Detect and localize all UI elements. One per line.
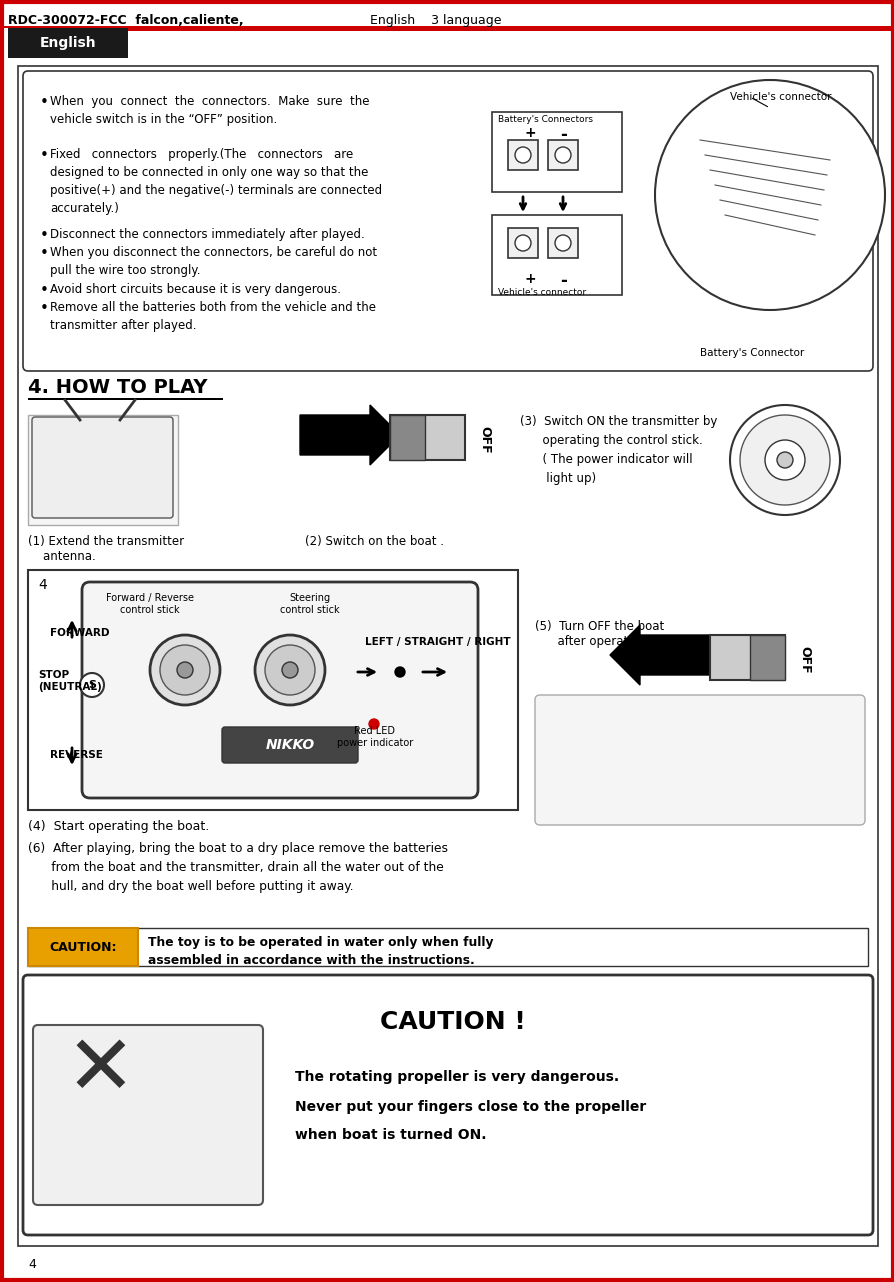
FancyBboxPatch shape xyxy=(23,71,872,370)
Text: Never put your fingers close to the propeller: Never put your fingers close to the prop… xyxy=(295,1100,645,1114)
Circle shape xyxy=(776,453,792,468)
Text: English: English xyxy=(39,36,97,50)
Circle shape xyxy=(255,635,325,705)
Text: (5)  Turn OFF the boat
      after operating.: (5) Turn OFF the boat after operating. xyxy=(535,620,663,647)
FancyBboxPatch shape xyxy=(535,695,864,826)
Circle shape xyxy=(739,415,829,505)
Bar xyxy=(128,28,890,31)
FancyBboxPatch shape xyxy=(33,1026,263,1205)
Circle shape xyxy=(394,667,405,677)
Text: 4. HOW TO PLAY: 4. HOW TO PLAY xyxy=(28,378,207,397)
Bar xyxy=(547,228,578,258)
Bar xyxy=(28,415,178,526)
Bar xyxy=(508,228,537,258)
Text: 4: 4 xyxy=(38,578,46,592)
Text: OFF: OFF xyxy=(797,646,810,674)
Text: CAUTION:: CAUTION: xyxy=(49,941,116,954)
Bar xyxy=(492,215,621,295)
Bar xyxy=(2,26,892,28)
Text: •: • xyxy=(40,147,49,163)
Bar xyxy=(547,140,578,171)
Bar xyxy=(709,635,784,679)
Text: Vehicle's connector: Vehicle's connector xyxy=(497,288,586,297)
Text: Battery's Connectors: Battery's Connectors xyxy=(497,115,593,124)
Text: -: - xyxy=(560,272,566,290)
Text: LEFT / STRAIGHT / RIGHT: LEFT / STRAIGHT / RIGHT xyxy=(365,637,510,647)
Circle shape xyxy=(730,405,839,515)
Circle shape xyxy=(554,147,570,163)
Text: •: • xyxy=(40,301,49,315)
Text: When you disconnect the connectors, be careful do not
pull the wire too strongly: When you disconnect the connectors, be c… xyxy=(50,246,376,277)
Text: Red LED
power indicator: Red LED power indicator xyxy=(336,726,413,747)
Bar xyxy=(508,140,537,171)
FancyBboxPatch shape xyxy=(32,417,173,518)
Bar xyxy=(28,397,223,400)
Text: Steering
control stick: Steering control stick xyxy=(280,594,340,614)
Text: (4)  Start operating the boat.: (4) Start operating the boat. xyxy=(28,820,209,833)
Circle shape xyxy=(150,635,220,705)
Text: Fixed   connectors   properly.(The   connectors   are
designed to be connected i: Fixed connectors properly.(The connector… xyxy=(50,147,382,215)
Bar xyxy=(390,415,465,460)
Text: CAUTION !: CAUTION ! xyxy=(380,1010,525,1035)
Text: when boat is turned ON.: when boat is turned ON. xyxy=(295,1128,486,1142)
Circle shape xyxy=(654,79,884,310)
Text: When  you  connect  the  connectors.  Make  sure  the
vehicle switch is in the “: When you connect the connectors. Make su… xyxy=(50,95,369,126)
Bar xyxy=(28,928,867,967)
Text: The toy is to be operated in water only when fully
assembled in accordance with : The toy is to be operated in water only … xyxy=(148,936,493,967)
Circle shape xyxy=(177,662,193,678)
Text: Avoid short circuits because it is very dangerous.: Avoid short circuits because it is very … xyxy=(50,283,341,296)
Circle shape xyxy=(368,719,378,729)
Circle shape xyxy=(265,645,315,695)
Text: 4: 4 xyxy=(28,1258,36,1270)
Text: English    3 language: English 3 language xyxy=(369,14,501,27)
Text: •: • xyxy=(40,95,49,110)
Bar xyxy=(28,928,138,967)
Circle shape xyxy=(80,673,104,697)
Text: (1) Extend the transmitter
    antenna.: (1) Extend the transmitter antenna. xyxy=(28,535,184,563)
Polygon shape xyxy=(299,405,400,465)
Text: +: + xyxy=(525,126,536,140)
Text: NIKKO: NIKKO xyxy=(266,738,314,753)
Bar xyxy=(8,28,128,58)
Text: •: • xyxy=(40,283,49,297)
Text: +: + xyxy=(525,272,536,286)
Text: ON: ON xyxy=(365,429,377,450)
FancyBboxPatch shape xyxy=(23,976,872,1235)
Bar xyxy=(492,112,621,192)
Circle shape xyxy=(160,645,210,695)
Polygon shape xyxy=(610,626,709,685)
Text: Battery's Connector: Battery's Connector xyxy=(699,347,804,358)
Text: -: - xyxy=(560,126,566,144)
Text: STOP
(NEUTRAL): STOP (NEUTRAL) xyxy=(38,670,102,691)
Bar xyxy=(390,415,425,460)
Circle shape xyxy=(514,235,530,251)
Text: REVERSE: REVERSE xyxy=(50,750,103,760)
Text: (2) Switch on the boat .: (2) Switch on the boat . xyxy=(305,535,443,547)
Text: (6)  After playing, bring the boat to a dry place remove the batteries
      fro: (6) After playing, bring the boat to a d… xyxy=(28,842,448,894)
Text: FORWARD: FORWARD xyxy=(50,628,109,638)
Text: RDC-300072-FCC  falcon,caliente,: RDC-300072-FCC falcon,caliente, xyxy=(8,14,243,27)
Text: ✕: ✕ xyxy=(65,1029,135,1111)
FancyBboxPatch shape xyxy=(82,582,477,797)
Text: S: S xyxy=(88,679,96,690)
Text: ON: ON xyxy=(684,650,697,670)
Bar xyxy=(749,635,784,679)
Circle shape xyxy=(554,235,570,251)
Text: Forward / Reverse
control stick: Forward / Reverse control stick xyxy=(105,594,194,614)
Text: The rotating propeller is very dangerous.: The rotating propeller is very dangerous… xyxy=(295,1070,619,1085)
Text: OFF: OFF xyxy=(477,426,491,454)
Text: •: • xyxy=(40,228,49,244)
Text: Remove all the batteries both from the vehicle and the
transmitter after played.: Remove all the batteries both from the v… xyxy=(50,301,375,332)
Text: (3)  Switch ON the transmitter by
      operating the control stick.
      ( The: (3) Switch ON the transmitter by operati… xyxy=(519,415,717,485)
Text: Vehicle's connector: Vehicle's connector xyxy=(730,92,831,103)
FancyBboxPatch shape xyxy=(222,727,358,763)
Text: Disconnect the connectors immediately after played.: Disconnect the connectors immediately af… xyxy=(50,228,365,241)
Circle shape xyxy=(514,147,530,163)
Text: •: • xyxy=(40,246,49,262)
Bar xyxy=(28,570,518,810)
Circle shape xyxy=(282,662,298,678)
Circle shape xyxy=(764,440,804,479)
